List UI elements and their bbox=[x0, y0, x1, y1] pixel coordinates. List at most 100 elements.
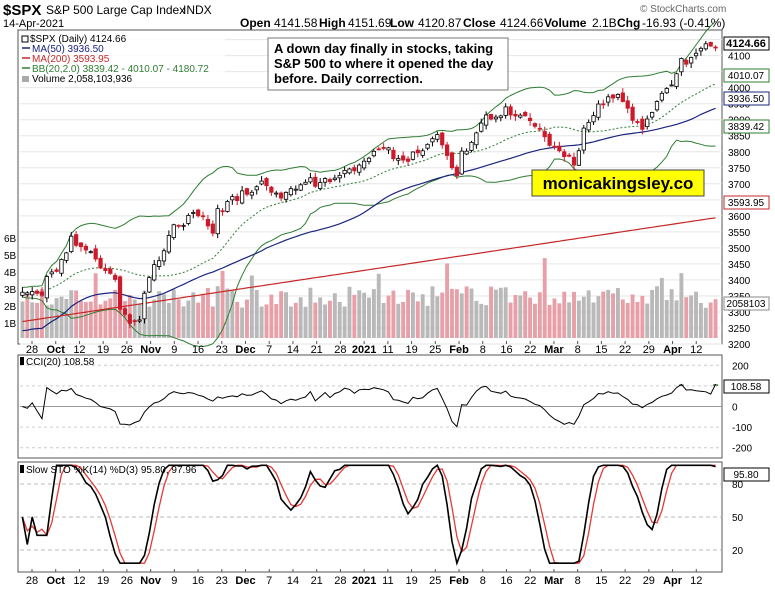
candle-body bbox=[30, 291, 35, 296]
low-label: Low bbox=[390, 16, 415, 30]
volume-bar bbox=[508, 302, 513, 338]
volume-bar bbox=[269, 294, 274, 338]
volume-bar bbox=[430, 286, 435, 338]
candle-body bbox=[142, 292, 147, 320]
candle-body bbox=[391, 149, 396, 160]
candle-body bbox=[689, 57, 694, 64]
volume-bar bbox=[147, 306, 152, 338]
candle-body bbox=[103, 268, 108, 272]
candle-body bbox=[25, 292, 30, 296]
candle-body bbox=[337, 174, 342, 179]
volume-bar bbox=[303, 306, 308, 338]
x-axis-label: Feb bbox=[449, 344, 469, 356]
volume-bar bbox=[420, 294, 425, 338]
candle-body bbox=[347, 168, 352, 174]
price-tick-label: 3850 bbox=[728, 132, 751, 143]
volume-bar bbox=[64, 298, 69, 338]
sto-grid bbox=[20, 483, 722, 551]
candle-body bbox=[484, 114, 489, 126]
x-axis-label: 8 bbox=[480, 575, 486, 587]
x-axis-label: 23 bbox=[216, 344, 228, 356]
volume-bar bbox=[132, 299, 137, 338]
volume-bar bbox=[533, 303, 537, 338]
candle-body bbox=[239, 190, 245, 204]
price-tick-label: 3450 bbox=[728, 260, 751, 271]
volume-bar bbox=[493, 289, 498, 338]
volume-bar bbox=[459, 293, 464, 338]
volume-bar bbox=[44, 305, 49, 338]
candle-body bbox=[581, 127, 586, 151]
candle-body bbox=[181, 224, 186, 227]
volume-bar bbox=[474, 300, 479, 338]
volume-bar bbox=[513, 295, 518, 338]
close-label: Close bbox=[463, 16, 496, 30]
volume-bar bbox=[40, 289, 44, 338]
volume-bar bbox=[635, 301, 640, 338]
volume-bar bbox=[415, 301, 420, 338]
candle-body bbox=[215, 208, 220, 235]
sto-swatch bbox=[20, 465, 24, 473]
candle-body bbox=[674, 73, 679, 87]
ma200-line bbox=[22, 217, 716, 323]
candle-body bbox=[571, 156, 577, 166]
volume-bar bbox=[230, 290, 235, 338]
volume-bar bbox=[118, 302, 123, 338]
candle-body bbox=[591, 115, 596, 123]
candle-body bbox=[137, 319, 142, 322]
candle-body bbox=[420, 150, 425, 156]
volume-bar bbox=[684, 297, 689, 338]
candle-body bbox=[132, 320, 137, 323]
volume-bar bbox=[259, 306, 264, 338]
sto-tick-label: 80 bbox=[732, 480, 744, 491]
legend-volume: Volume 2,058,103,936 bbox=[32, 74, 133, 85]
candle-body bbox=[161, 250, 167, 262]
candle-body bbox=[542, 131, 547, 138]
volume-bar bbox=[498, 287, 503, 338]
candle-body bbox=[108, 268, 113, 274]
volume-bar bbox=[572, 291, 576, 338]
cci-tick-label: -200 bbox=[732, 444, 752, 455]
candle-body bbox=[386, 147, 391, 151]
volume-bar bbox=[484, 305, 489, 338]
volume-bar bbox=[337, 302, 342, 338]
x-axis-label: 9 bbox=[171, 344, 177, 356]
volume-bar bbox=[284, 292, 288, 338]
volume-bar bbox=[552, 298, 557, 338]
candle-body bbox=[679, 58, 684, 73]
volume-bar bbox=[586, 290, 591, 338]
legend-price: $SPX (Daily) 4124.66 bbox=[30, 34, 127, 45]
volume-bar bbox=[625, 303, 630, 338]
volume-bar bbox=[542, 258, 547, 338]
volume-bar bbox=[186, 300, 191, 338]
candle-body bbox=[283, 191, 289, 200]
volume-bar bbox=[713, 299, 718, 338]
cci-swatch bbox=[20, 357, 24, 365]
candle-body bbox=[220, 210, 225, 213]
sto-tick-label: 50 bbox=[732, 513, 744, 524]
volume-bar bbox=[240, 307, 245, 338]
candle-body bbox=[640, 118, 645, 130]
candle-body bbox=[440, 132, 445, 146]
volume-bar bbox=[537, 292, 542, 338]
sto-label: Slow STO %K(14) %D(3) 95.80, 97.96 bbox=[26, 465, 197, 476]
volume-bar bbox=[425, 305, 430, 338]
symbol: $SPX bbox=[3, 2, 41, 19]
price-tick-label: 3750 bbox=[728, 164, 751, 175]
candle-body bbox=[342, 169, 347, 175]
candle-body bbox=[235, 196, 240, 202]
volume-bar bbox=[298, 297, 303, 338]
candle-body bbox=[152, 264, 157, 281]
sto-k-line bbox=[21, 464, 716, 567]
volume-tick-label: 3B bbox=[4, 285, 17, 296]
volume-bar bbox=[235, 301, 240, 338]
volume-bar bbox=[698, 302, 703, 338]
volume-bar bbox=[518, 295, 523, 338]
bb-upper-line bbox=[22, 20, 716, 288]
volume-bar bbox=[35, 302, 40, 338]
candle-body bbox=[557, 145, 562, 152]
volume-bar bbox=[406, 289, 411, 338]
candle-body bbox=[313, 176, 318, 187]
volume-bar bbox=[323, 304, 328, 338]
x-axis-label: 19 bbox=[97, 575, 109, 587]
candle-body bbox=[200, 215, 206, 218]
